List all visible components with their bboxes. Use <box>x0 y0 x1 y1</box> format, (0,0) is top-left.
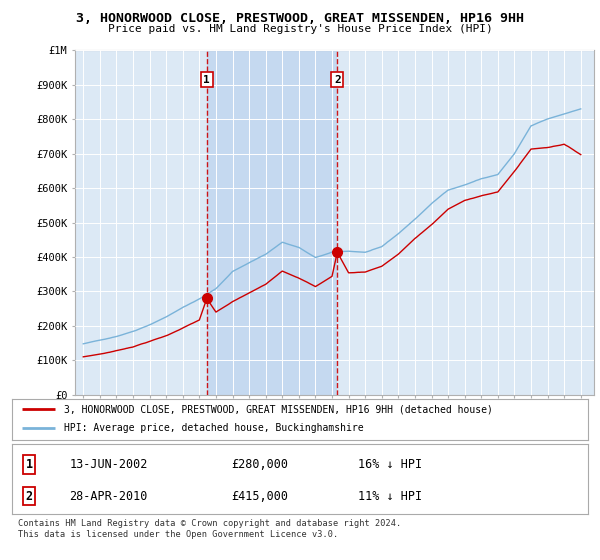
Text: £415,000: £415,000 <box>231 489 288 502</box>
Text: 1: 1 <box>26 458 33 471</box>
Text: 1: 1 <box>203 74 210 85</box>
Text: 28-APR-2010: 28-APR-2010 <box>70 489 148 502</box>
Text: 2: 2 <box>334 74 341 85</box>
Bar <box>207 50 337 395</box>
Text: 3, HONORWOOD CLOSE, PRESTWOOD, GREAT MISSENDEN, HP16 9HH (detached house): 3, HONORWOOD CLOSE, PRESTWOOD, GREAT MIS… <box>64 404 493 414</box>
Text: HPI: Average price, detached house, Buckinghamshire: HPI: Average price, detached house, Buck… <box>64 423 364 433</box>
Text: Price paid vs. HM Land Registry's House Price Index (HPI): Price paid vs. HM Land Registry's House … <box>107 24 493 34</box>
Text: 16% ↓ HPI: 16% ↓ HPI <box>358 458 422 471</box>
Text: 2: 2 <box>26 489 33 502</box>
Text: 13-JUN-2002: 13-JUN-2002 <box>70 458 148 471</box>
Text: 3, HONORWOOD CLOSE, PRESTWOOD, GREAT MISSENDEN, HP16 9HH: 3, HONORWOOD CLOSE, PRESTWOOD, GREAT MIS… <box>76 12 524 25</box>
Text: Contains HM Land Registry data © Crown copyright and database right 2024.
This d: Contains HM Land Registry data © Crown c… <box>18 519 401 539</box>
Text: 11% ↓ HPI: 11% ↓ HPI <box>358 489 422 502</box>
Text: £280,000: £280,000 <box>231 458 288 471</box>
